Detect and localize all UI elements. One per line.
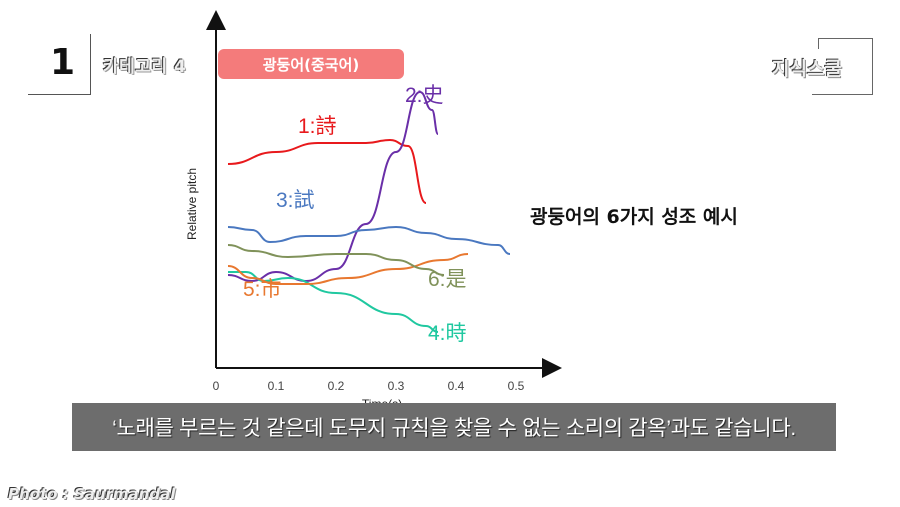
x-tick-label: 0 [213,379,220,393]
episode-number-badge: 1 [28,34,91,95]
series-line-4 [228,271,439,333]
logo-frame-top [818,38,873,49]
x-tick-label: 0.2 [328,379,345,393]
series-label-5: 5:市 [243,278,282,301]
series-label-3: 3:試 [276,189,315,212]
series-label-6: 6:是 [428,268,467,291]
x-tick-label: 0.1 [268,379,285,393]
x-tick-labels: 0 0.1 0.2 0.3 0.4 0.5 [213,379,525,393]
subtitle-text: ‘노래를 부르는 것 같은데 도무지 규칙을 찾을 수 없는 소리의 감옥’과도… [112,417,796,440]
series-line-3 [227,225,511,255]
x-tick-label: 0.4 [448,379,465,393]
series-labels: 1:詩 2:史 3:試 4:時 5:市 6:是 [243,84,467,345]
series-label-4: 4:時 [428,322,467,345]
y-axis-label: Relative pitch [185,168,199,240]
channel-logo: 지식스쿨 [772,38,873,95]
x-tick-label: 0.3 [388,379,405,393]
series-lines [227,90,511,333]
series-line-2 [227,90,439,283]
series-line-1 [227,138,427,204]
series-line-5 [227,253,469,285]
chart-side-title: 광둥어의 6가지 성조 예시 [530,206,738,228]
series-label-2: 2:史 [405,84,444,107]
x-tick-label: 0.5 [508,379,525,393]
logo-text: 지식스쿨 [772,58,842,80]
photo-credit: Photo : Saurmandal [8,485,176,503]
subtitle-bar: ‘노래를 부르는 것 같은데 도무지 규칙을 찾을 수 없는 소리의 감옥’과도… [72,403,836,451]
episode-number: 1 [50,42,76,83]
logo-frame [812,38,873,95]
series-line-6 [227,244,445,276]
category-label: 카테고리 4 [103,57,187,77]
topic-tag: 광둥어(중국어) [218,49,404,79]
series-label-1: 1:詩 [298,115,337,138]
